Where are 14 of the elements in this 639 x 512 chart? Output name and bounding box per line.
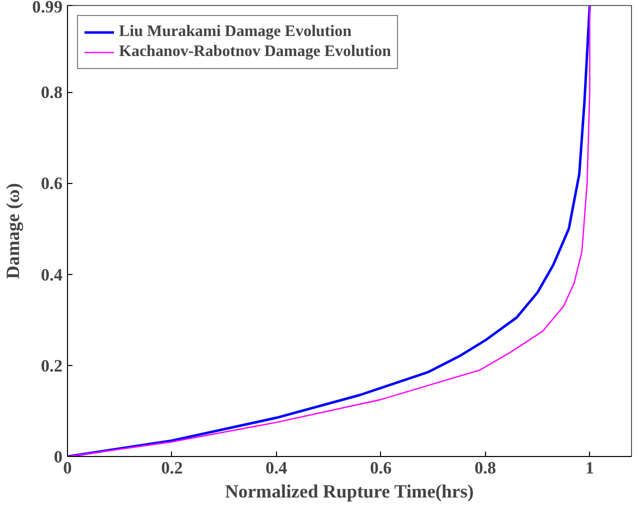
y-tick-label: 0.6: [40, 174, 63, 194]
y-tick-label: 0.99: [32, 0, 63, 16]
y-axis-title: Damage (ω): [3, 182, 24, 280]
y-tick-label: 0.2: [40, 356, 63, 376]
x-tick-label: 0.2: [161, 458, 183, 478]
x-tick-label: 0.4: [266, 458, 288, 478]
legend-label: Liu Murakami Damage Evolution: [119, 23, 352, 41]
x-axis-title: Normalized Rupture Time(hrs): [224, 482, 474, 502]
y-tick-label: 0.8: [40, 83, 63, 102]
y-tick-label: 0.4: [40, 265, 63, 284]
x-tick-label: 0.6: [370, 458, 392, 478]
legend-label: Kachanov-Rabotnov Damage Evolution: [119, 43, 392, 61]
x-tick-label: 1: [585, 458, 594, 478]
x-tick-label: 0.8: [474, 458, 496, 478]
